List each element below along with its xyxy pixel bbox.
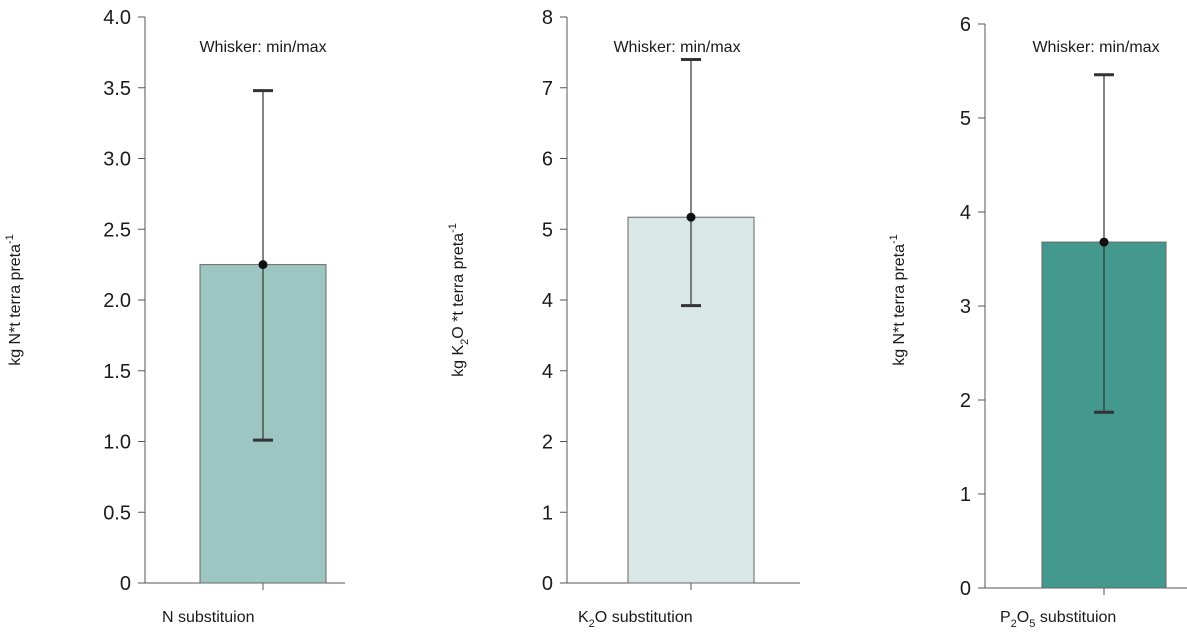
y-tick-label: 1.5: [103, 361, 131, 383]
whisker-annotation: Whisker: min/max: [199, 39, 326, 56]
y-tick-label: 0: [120, 573, 131, 595]
y-tick-label: 7: [542, 78, 553, 100]
y-tick-label: 5: [542, 219, 553, 241]
x-axis-label: K2O substitution: [578, 609, 693, 630]
y-tick-label: 1.0: [103, 432, 131, 454]
y-tick-label: 6: [960, 14, 971, 36]
y-tick-label: 2: [960, 390, 971, 412]
y-tick-label: 2.0: [103, 290, 131, 312]
y-tick-label: 3: [960, 296, 971, 318]
mean-point: [1099, 237, 1109, 247]
mean-point: [258, 260, 268, 270]
y-axis-ticks: 0 0.5 1.0 1.5 2.0 2.5 3.0 3.5 4.0: [103, 7, 145, 595]
y-tick-label: 0: [542, 573, 553, 595]
chart-panel-p2o5: kg N*t terra preta-1 0 1 2 3 4 5 6 Whisker: mi…: [888, 14, 1187, 630]
y-tick-label: 1: [960, 484, 971, 506]
y-tick-label: 3.5: [103, 78, 131, 100]
chart-panel-k2o: kg K2O *t terra preta-1 0 1 2 4 4 5 6 7 8 Whiske…: [447, 7, 800, 630]
y-tick-label: 5: [960, 108, 971, 130]
y-tick-label: 8: [542, 7, 553, 29]
y-tick-label: 0: [960, 578, 971, 600]
x-axis-label: N substituion: [162, 609, 255, 626]
y-axis-label: kg N*t terra preta-1: [4, 234, 24, 366]
y-tick-label: 1: [542, 502, 553, 524]
y-tick-label: 4: [542, 361, 553, 383]
y-tick-label: 3.0: [103, 149, 131, 171]
whisker-annotation: Whisker: min/max: [1032, 39, 1159, 56]
y-tick-label: 6: [542, 149, 553, 171]
y-tick-label: 4: [542, 290, 553, 312]
y-tick-label: 2: [542, 432, 553, 454]
mean-point: [686, 212, 696, 222]
x-axis-label: P2O5 substituion: [1000, 609, 1116, 630]
y-axis-ticks: 0 1 2 4 4 5 6 7 8: [542, 7, 567, 595]
y-axis-label: kg K2O *t terra preta-1: [447, 223, 471, 377]
y-tick-label: 2.5: [103, 219, 131, 241]
whisker-annotation: Whisker: min/max: [613, 39, 740, 56]
y-tick-label: 4: [960, 202, 971, 224]
chart-panel-n: kg N*t terra preta-1 0 0.5 1.0 1.5 2.0 2.5 3.0…: [4, 7, 345, 626]
y-axis-label: kg N*t terra preta-1: [888, 234, 908, 366]
y-tick-label: 0.5: [103, 502, 131, 524]
y-axis-ticks: 0 1 2 3 4 5 6: [960, 14, 985, 600]
y-tick-label: 4.0: [103, 7, 131, 29]
